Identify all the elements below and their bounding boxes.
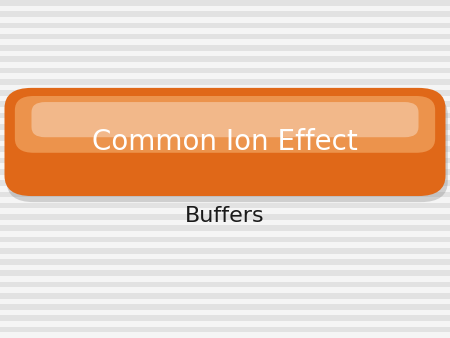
Bar (0, 56, 450, 62)
Bar (0, 282, 450, 287)
Bar (0, 186, 450, 192)
Bar (0, 242, 450, 248)
FancyBboxPatch shape (7, 94, 448, 202)
Bar (0, 118, 450, 124)
Bar (0, 34, 450, 40)
Bar (0, 152, 450, 158)
FancyBboxPatch shape (32, 102, 419, 137)
Bar (0, 231, 450, 237)
Bar (0, 169, 450, 175)
FancyBboxPatch shape (15, 96, 435, 153)
Bar (0, 129, 450, 135)
Bar (0, 23, 450, 28)
Bar (0, 287, 450, 293)
Bar (0, 163, 450, 169)
Bar (0, 321, 450, 327)
Bar (0, 220, 450, 225)
Bar (0, 254, 450, 259)
Bar (0, 276, 450, 282)
Bar (0, 197, 450, 203)
Bar (0, 214, 450, 220)
Bar (0, 40, 450, 45)
Bar (0, 96, 450, 101)
Bar (0, 107, 450, 113)
Bar (0, 101, 450, 107)
Bar (0, 51, 450, 56)
Bar (0, 315, 450, 321)
Bar (0, 180, 450, 186)
Bar (0, 248, 450, 254)
Bar (0, 237, 450, 242)
Bar (0, 11, 450, 17)
Bar (0, 90, 450, 96)
Bar (0, 0, 450, 6)
Bar (0, 270, 450, 276)
Bar (0, 113, 450, 118)
Bar (0, 158, 450, 163)
Bar (0, 192, 450, 197)
Bar (0, 17, 450, 23)
Bar (0, 84, 450, 90)
Bar (0, 135, 450, 141)
Bar (0, 327, 450, 332)
Bar (0, 6, 450, 11)
Bar (0, 45, 450, 51)
Bar (0, 68, 450, 73)
Bar (0, 175, 450, 180)
Bar (0, 310, 450, 315)
Bar (0, 265, 450, 270)
Bar (0, 293, 450, 298)
Bar (0, 79, 450, 84)
Bar (0, 28, 450, 34)
Bar (0, 259, 450, 265)
Bar (0, 62, 450, 68)
Bar (0, 146, 450, 152)
Bar (0, 73, 450, 79)
FancyBboxPatch shape (4, 88, 446, 196)
Bar (0, 209, 450, 214)
Text: Buffers: Buffers (185, 206, 265, 226)
Bar (0, 203, 450, 209)
Bar (0, 225, 450, 231)
Text: Common Ion Effect: Common Ion Effect (92, 128, 358, 156)
Bar (0, 332, 450, 338)
Bar (0, 141, 450, 146)
Bar (0, 304, 450, 310)
Bar (0, 124, 450, 129)
Bar (0, 298, 450, 304)
